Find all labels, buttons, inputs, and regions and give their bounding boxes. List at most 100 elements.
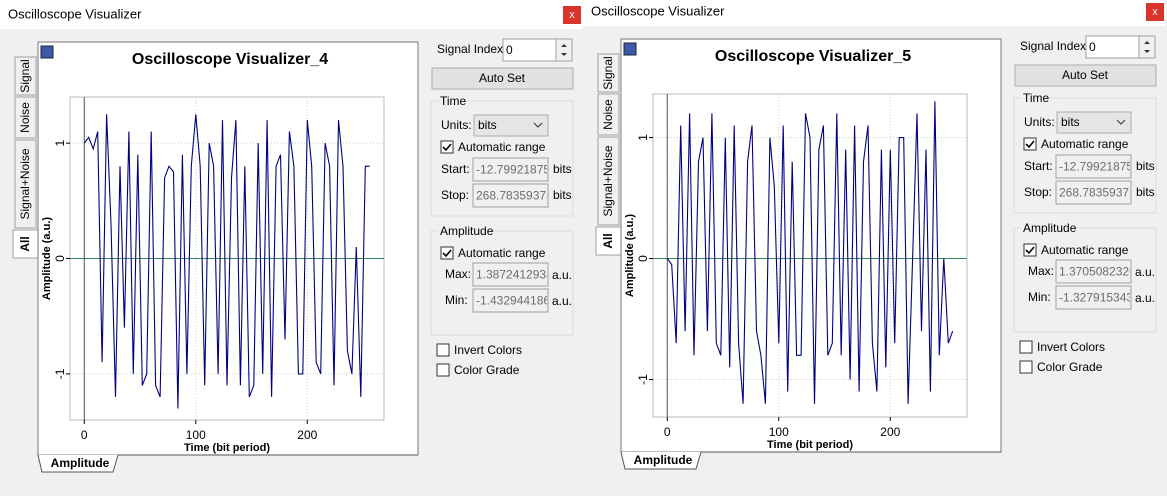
legend-bg	[1021, 92, 1049, 104]
amplitude-auto-range-box[interactable]	[440, 246, 454, 260]
stop-label: Stop:	[1024, 185, 1052, 199]
auto-set-label: Auto Set	[479, 71, 526, 85]
amplitude-auto-range-label: Automatic range	[458, 246, 546, 260]
y-tick-label: -1	[636, 374, 650, 385]
time-auto-range-label: Automatic range	[1041, 137, 1129, 151]
signal-index-label: Signal Index:	[437, 42, 506, 56]
title-bar	[583, 0, 1166, 26]
close-label: x	[1152, 6, 1158, 18]
amplitude-group	[1013, 227, 1157, 333]
time-auto-range-check	[1025, 140, 1035, 149]
side-tab-label: All	[601, 233, 615, 248]
window-title: Oscilloscope Visualizer	[591, 3, 725, 18]
side-tab[interactable]	[597, 136, 620, 226]
stop-value: 268.78359375	[476, 189, 553, 203]
x-tick-label: 200	[880, 425, 900, 439]
signal-index: 0	[1089, 40, 1096, 54]
auto-set-button[interactable]	[1014, 64, 1157, 87]
side-tab[interactable]	[597, 93, 620, 136]
min-label: Min:	[1028, 290, 1051, 304]
start-label: Start:	[441, 162, 470, 176]
window-title: Oscilloscope Visualizer	[8, 6, 142, 21]
units-value: bits	[478, 118, 497, 132]
signal-line	[666, 101, 954, 404]
close-button[interactable]	[1146, 3, 1164, 21]
min-label: Min:	[445, 293, 468, 307]
units-select[interactable]	[473, 114, 549, 137]
side-tab-label: Signal+Noise	[601, 145, 615, 216]
amplitude-auto-range-label: Automatic range	[1041, 243, 1129, 257]
signal-index-label: Signal Index:	[1020, 39, 1089, 53]
side-tab[interactable]	[12, 229, 39, 259]
amplitude-auto-range-box[interactable]	[1023, 243, 1037, 257]
x-tick-label: 0	[81, 428, 88, 442]
side-tab-label: All	[18, 236, 32, 251]
amplitude-legend: Amplitude	[1023, 221, 1077, 235]
min-unit: a.u.	[1135, 291, 1155, 305]
units-label: Units:	[441, 118, 472, 132]
min-value: -1.3279153439	[1059, 291, 1140, 305]
select-arrow	[1116, 119, 1126, 125]
legend-bg	[438, 95, 466, 107]
x-tick-label: 100	[186, 428, 206, 442]
side-tab[interactable]	[597, 53, 620, 93]
amplitude-group	[430, 230, 574, 336]
x-tick-label: 200	[297, 428, 317, 442]
window: Oscilloscope Visualizer x Signal Noise Signa…	[583, 0, 1166, 470]
spinner-arrows	[561, 44, 567, 56]
color-grade-box[interactable]	[436, 363, 450, 377]
color-grade-label: Color Grade	[1037, 360, 1103, 374]
start-unit: bits	[1136, 159, 1155, 173]
min-value-box[interactable]	[472, 288, 549, 313]
invert-colors-box[interactable]	[436, 343, 450, 357]
spinner[interactable]	[555, 38, 573, 62]
time-auto-range-label: Automatic range	[458, 140, 546, 154]
min-unit: a.u.	[552, 294, 572, 308]
units-select[interactable]	[1056, 111, 1132, 134]
side-tab[interactable]	[14, 139, 37, 229]
chart-icon	[40, 45, 54, 59]
stop-value-box[interactable]	[1055, 180, 1132, 205]
bottom-tab-label: Amplitude	[51, 456, 110, 470]
units-value: bits	[1061, 115, 1080, 129]
side-tab-label: Noise	[601, 99, 615, 130]
color-grade-label: Color Grade	[454, 363, 520, 377]
bottom-tab[interactable]	[37, 454, 119, 473]
start-value: -12.79921875	[476, 163, 550, 177]
bottom-tab[interactable]	[620, 451, 702, 470]
amplitude-auto-range-check	[1025, 246, 1035, 255]
start-value: -12.79921875	[1059, 160, 1133, 174]
side-tab-label: Signal	[601, 56, 615, 89]
x-tick-label: 100	[769, 425, 789, 439]
time-legend: Time	[440, 94, 467, 108]
color-grade-box[interactable]	[1019, 360, 1033, 374]
start-value-box[interactable]	[1055, 154, 1132, 179]
close-button[interactable]	[563, 6, 581, 24]
time-auto-range-box[interactable]	[1023, 137, 1037, 151]
side-tab-label: Signal	[18, 59, 32, 92]
max-value-box[interactable]	[472, 262, 549, 287]
max-value-box[interactable]	[1055, 259, 1132, 284]
start-value-box[interactable]	[472, 157, 549, 182]
time-group	[1013, 97, 1157, 214]
y-tick-label: 0	[53, 255, 67, 262]
side-tab-label: Noise	[18, 102, 32, 133]
amplitude-auto-range-check	[442, 249, 452, 258]
min-value: -1.4329441866	[476, 294, 557, 308]
y-tick-label: 1	[636, 134, 650, 141]
auto-set-button[interactable]	[431, 67, 574, 90]
stop-value-box[interactable]	[472, 183, 549, 208]
time-auto-range-box[interactable]	[440, 140, 454, 154]
close-label: x	[569, 9, 575, 21]
side-tab[interactable]	[14, 96, 37, 139]
max-label: Max:	[445, 267, 471, 281]
spinner[interactable]	[1138, 35, 1156, 59]
invert-colors-box[interactable]	[1019, 340, 1033, 354]
side-tab[interactable]	[14, 56, 37, 96]
time-legend: Time	[1023, 91, 1050, 105]
window: Oscilloscope Visualizer x Signal Noise Signa…	[0, 0, 583, 473]
side-tab-label: Signal+Noise	[18, 148, 32, 219]
min-value-box[interactable]	[1055, 285, 1132, 310]
